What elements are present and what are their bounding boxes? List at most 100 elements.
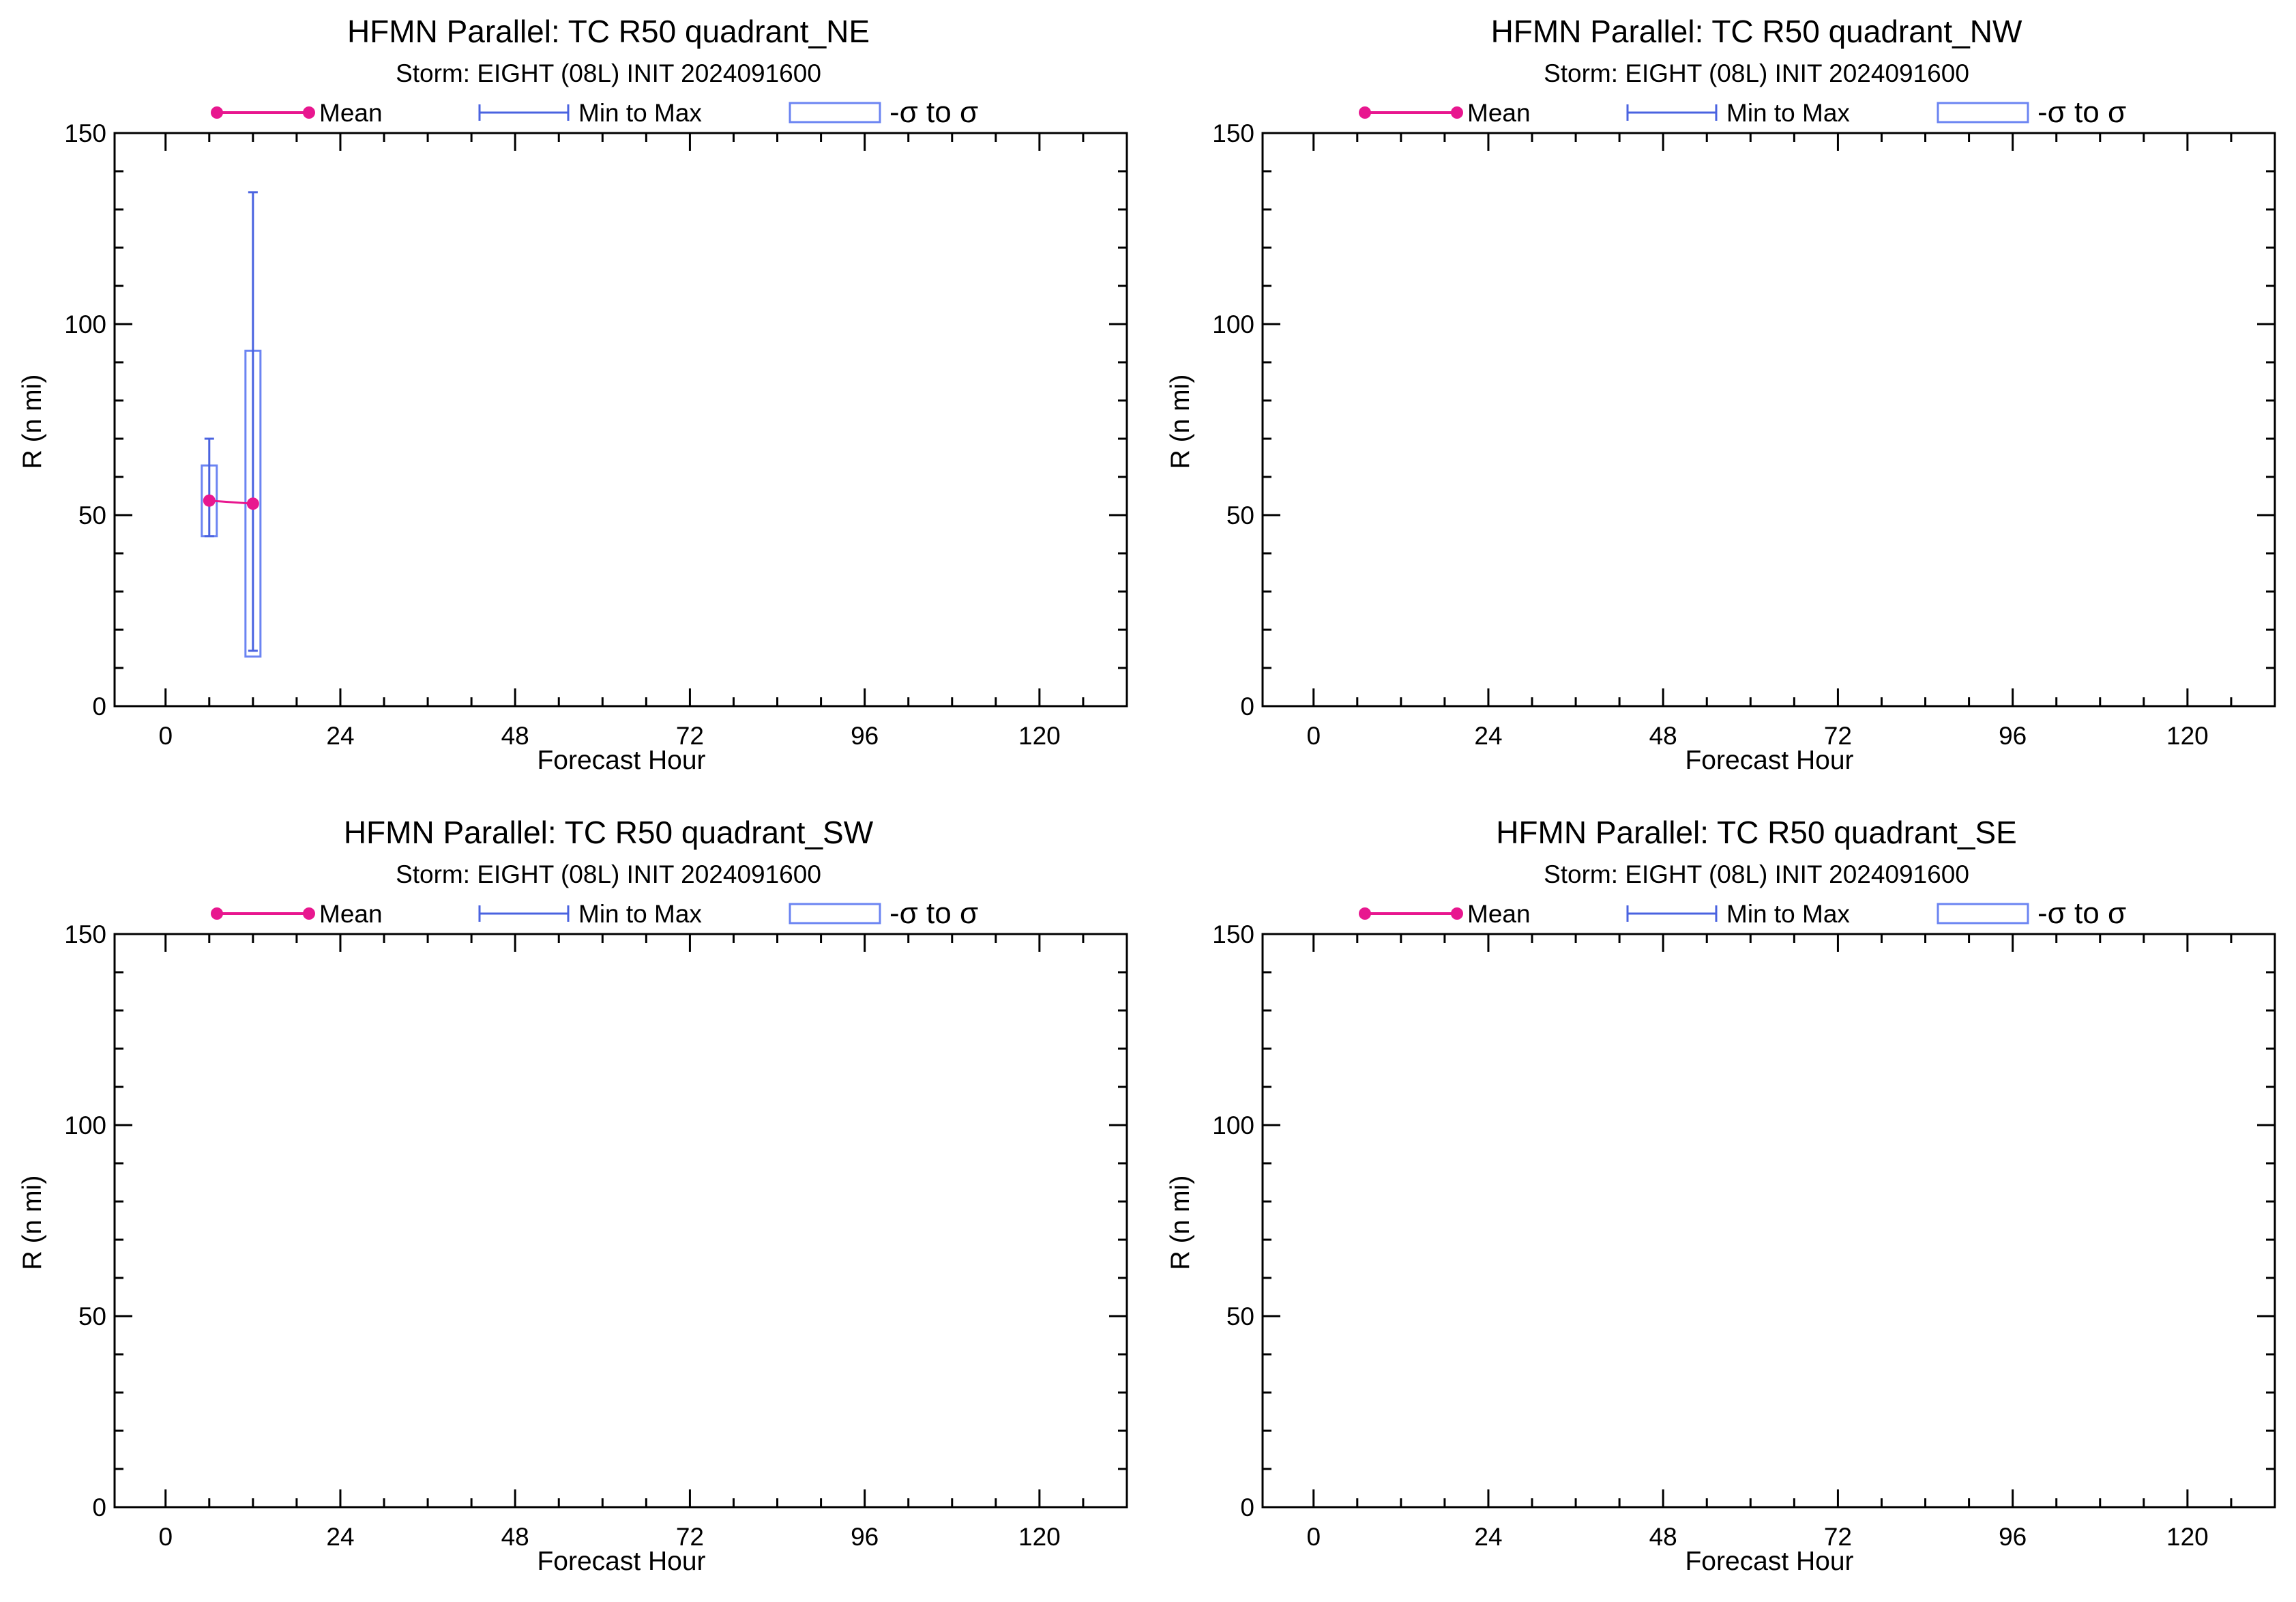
chart-subtitle: Storm: EIGHT (08L) INIT 2024091600 (396, 860, 821, 888)
x-tick-label: 48 (501, 1523, 529, 1551)
chart-svg: HFMN Parallel: TC R50 quadrant_NE Storm:… (18, 14, 1128, 775)
chart-title: HFMN Parallel: TC R50 quadrant_SE (1496, 815, 2017, 850)
x-tick-label: 96 (851, 1523, 879, 1551)
x-axis-label: Forecast Hour (1685, 1547, 1853, 1576)
legend-mean-dot-right (1451, 907, 1463, 920)
y-tick-label: 150 (1212, 920, 1254, 948)
y-tick-label: 0 (1240, 1494, 1254, 1521)
y-tick-label: 50 (78, 501, 106, 529)
legend-mean-dot-right (303, 907, 315, 920)
x-tick-label: 24 (326, 1523, 354, 1551)
legend-mean-dot-left (211, 907, 223, 920)
x-tick-label: 0 (1306, 722, 1321, 750)
legend-sigma-label: -σ to σ (2037, 897, 2126, 930)
x-tick-label: 24 (326, 722, 354, 750)
y-tick-label: 100 (1212, 1111, 1254, 1139)
mean-line (209, 499, 253, 505)
legend-mean-dot-right (1451, 106, 1463, 119)
plot-frame (113, 933, 1128, 1509)
chart-title: HFMN Parallel: TC R50 quadrant_NW (1491, 14, 2022, 49)
y-tick-label: 50 (1226, 1302, 1254, 1330)
x-tick-label: 48 (1649, 722, 1677, 750)
chart-svg: HFMN Parallel: TC R50 quadrant_NW Storm:… (1166, 14, 2276, 775)
chart-svg: HFMN Parallel: TC R50 quadrant_SW Storm:… (18, 815, 1128, 1576)
x-tick-label: 120 (2166, 1523, 2209, 1551)
y-axis-label: R (n mi) (18, 375, 47, 469)
y-tick-label: 50 (1226, 501, 1254, 529)
plot-area: 0 24 48 72 96 120 0 50 100 150 (64, 119, 1128, 750)
x-tick-label: 72 (676, 1523, 704, 1551)
y-tick-label: 150 (1212, 119, 1254, 147)
y-tick-label: 50 (78, 1302, 106, 1330)
x-tick-label: 72 (676, 722, 704, 750)
legend-sigma-box (1937, 903, 2029, 924)
y-axis-label: R (n mi) (18, 1176, 47, 1270)
x-tick-label: 120 (2166, 722, 2209, 750)
legend-mean-label: Mean (1467, 900, 1531, 928)
x-tick-label: 96 (851, 722, 879, 750)
plot-frame (113, 132, 1128, 708)
plot-area: 0 24 48 72 96 120 0 50 100 150 (64, 920, 1128, 1551)
legend-mean-dot-right (303, 106, 315, 119)
chart-subtitle: Storm: EIGHT (08L) INIT 2024091600 (1544, 860, 1969, 888)
legend-sigma-label: -σ to σ (889, 96, 978, 129)
legend-mean-dot-left (211, 106, 223, 119)
chart-svg: HFMN Parallel: TC R50 quadrant_SE Storm:… (1166, 815, 2276, 1576)
y-tick-label: 150 (64, 920, 106, 948)
legend-mean-label: Mean (319, 99, 383, 127)
legend-range-label: Min to Max (1726, 99, 1850, 127)
legend: Mean Min to Max -σ to σ (211, 96, 978, 129)
y-tick-label: 100 (64, 310, 106, 338)
plot-area: 0 24 48 72 96 120 0 50 100 150 (1212, 920, 2276, 1551)
legend-mean-label: Mean (1467, 99, 1531, 127)
x-tick-label: 120 (1018, 1523, 1061, 1551)
y-tick-label: 150 (64, 119, 106, 147)
mean-point (246, 497, 259, 510)
plot-frame (1261, 933, 2276, 1509)
mean-point (203, 494, 216, 507)
legend-mean-dot-left (1359, 907, 1371, 920)
legend: Mean Min to Max -σ to σ (211, 897, 978, 930)
chart-panel-ne: HFMN Parallel: TC R50 quadrant_NE Storm:… (0, 0, 1148, 801)
plot-frame (1261, 132, 2276, 708)
y-tick-label: 0 (92, 1494, 106, 1521)
legend: Mean Min to Max -σ to σ (1359, 96, 2126, 129)
legend-mean-dot-left (1359, 106, 1371, 119)
y-axis-label: R (n mi) (1166, 1176, 1195, 1270)
x-axis-label: Forecast Hour (537, 1547, 705, 1576)
legend-sigma-label: -σ to σ (889, 897, 978, 930)
x-tick-label: 48 (1649, 1523, 1677, 1551)
x-tick-label: 120 (1018, 722, 1061, 750)
chart-panel-nw: HFMN Parallel: TC R50 quadrant_NW Storm:… (1148, 0, 2296, 801)
chart-subtitle: Storm: EIGHT (08L) INIT 2024091600 (1544, 59, 1969, 87)
legend-mean-label: Mean (319, 900, 383, 928)
y-tick-label: 0 (1240, 693, 1254, 720)
legend-sigma-box (789, 102, 881, 123)
x-tick-label: 96 (1999, 1523, 2027, 1551)
legend-sigma-box (789, 903, 881, 924)
x-axis-label: Forecast Hour (1685, 746, 1853, 775)
x-tick-label: 48 (501, 722, 529, 750)
x-tick-label: 72 (1824, 722, 1852, 750)
chart-title: HFMN Parallel: TC R50 quadrant_NE (347, 14, 870, 49)
legend-sigma-box (1937, 102, 2029, 123)
legend: Mean Min to Max -σ to σ (1359, 897, 2126, 930)
y-tick-label: 100 (64, 1111, 106, 1139)
x-axis-label: Forecast Hour (537, 746, 705, 775)
legend-range-label: Min to Max (1726, 900, 1850, 928)
x-tick-label: 0 (1306, 1523, 1321, 1551)
x-tick-label: 24 (1474, 722, 1502, 750)
plot-area: 0 24 48 72 96 120 0 50 100 150 (1212, 119, 2276, 750)
legend-sigma-label: -σ to σ (2037, 96, 2126, 129)
chart-title: HFMN Parallel: TC R50 quadrant_SW (344, 815, 874, 850)
y-tick-label: 0 (92, 693, 106, 720)
legend-range-label: Min to Max (578, 99, 702, 127)
legend-range-label: Min to Max (578, 900, 702, 928)
chart-panel-se: HFMN Parallel: TC R50 quadrant_SE Storm:… (1148, 801, 2296, 1602)
chart-subtitle: Storm: EIGHT (08L) INIT 2024091600 (396, 59, 821, 87)
y-tick-label: 100 (1212, 310, 1254, 338)
y-axis-label: R (n mi) (1166, 375, 1195, 469)
chart-panel-sw: HFMN Parallel: TC R50 quadrant_SW Storm:… (0, 801, 1148, 1602)
x-tick-label: 0 (158, 722, 173, 750)
x-tick-label: 0 (158, 1523, 173, 1551)
